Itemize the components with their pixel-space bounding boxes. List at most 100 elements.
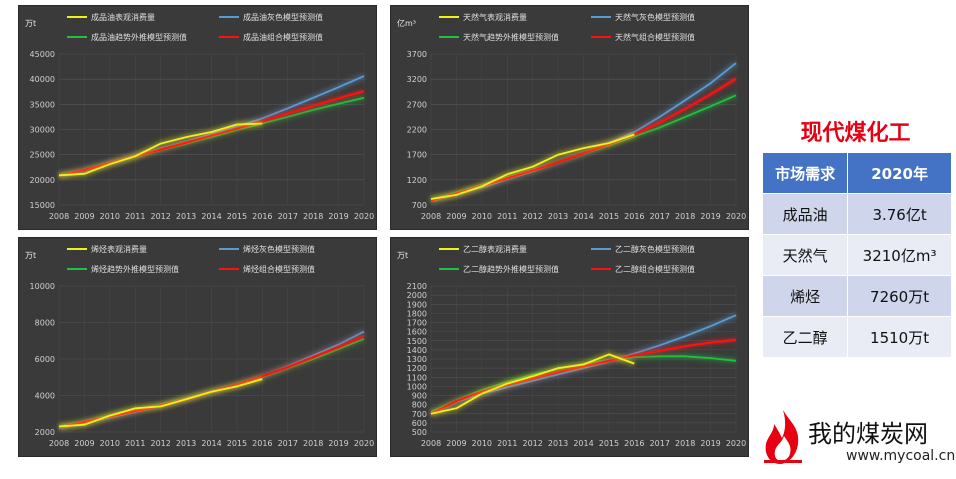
- legend-label: 乙二醇组合模型预测值: [615, 264, 695, 274]
- y-tick-label: 2000: [35, 428, 55, 437]
- unit-label: 万t: [397, 251, 408, 260]
- y-tick-label: 900: [412, 392, 427, 401]
- x-tick-label: 2015: [599, 439, 619, 448]
- y-tick-label: 1000: [407, 382, 427, 391]
- logo: 我的煤炭网 www.mycoal.cn: [760, 408, 955, 474]
- chart-ethylene-glycol: 万t 乙二醇表观消费量 乙二醇灰色模型预测值 乙二醇趋势外推模型预测值 乙二醇组合模型预…: [390, 237, 749, 457]
- x-tick-label: 2010: [472, 212, 492, 221]
- y-tick-label: 1800: [407, 309, 427, 318]
- y-tick-label: 2100: [407, 282, 427, 291]
- x-tick-label: 2011: [497, 439, 517, 448]
- x-tick-label: 2018: [675, 212, 695, 221]
- legend-label: 烯烃趋势外推模型预测值: [91, 264, 179, 274]
- y-tick-label: 1200: [407, 364, 427, 373]
- x-tick-label: 2015: [227, 212, 247, 221]
- legend-label: 烯烃组合模型预测值: [243, 264, 315, 274]
- y-tick-label: 8000: [35, 319, 55, 328]
- legend-label: 天然气组合模型预测值: [615, 32, 695, 42]
- x-tick-label: 2016: [624, 212, 644, 221]
- y-tick-label: 45000: [30, 50, 55, 59]
- legend-label: 乙二醇灰色模型预测值: [615, 244, 695, 254]
- x-tick-label: 2010: [472, 439, 492, 448]
- legend-item: 天然气表观消费量: [439, 12, 527, 22]
- legend-label: 天然气趋势外推模型预测值: [463, 32, 559, 42]
- x-tick-label: 2008: [49, 212, 69, 221]
- x-tick-label: 2011: [125, 212, 145, 221]
- y-tick-label: 600: [412, 419, 427, 428]
- y-tick-label: 1200: [407, 176, 427, 185]
- x-tick-label: 2012: [522, 212, 542, 221]
- x-tick-label: 2018: [303, 439, 323, 448]
- y-tick-label: 2700: [407, 100, 427, 109]
- y-tick-label: 30000: [30, 126, 55, 135]
- legend-item: 成品油组合模型预测值: [219, 32, 323, 42]
- legend-label: 烯烃灰色模型预测值: [243, 244, 315, 254]
- y-tick-label: 15000: [30, 201, 55, 210]
- legend-label: 成品油趋势外推模型预测值: [91, 32, 187, 42]
- row-value: 1510万t: [847, 316, 952, 358]
- y-tick-label: 4000: [35, 392, 55, 401]
- flame-icon: [764, 410, 802, 464]
- x-tick-label: 2020: [726, 439, 746, 448]
- legend-item: 天然气组合模型预测值: [591, 32, 695, 42]
- x-tick-label: 2012: [522, 439, 542, 448]
- y-tick-label: 1300: [407, 355, 427, 364]
- row-label: 成品油: [761, 193, 849, 235]
- legend-item: 乙二醇趋势外推模型预测值: [439, 264, 559, 274]
- legend-item: 成品油趋势外推模型预测值: [67, 32, 187, 42]
- row-value: 3.76亿t: [847, 193, 952, 235]
- legend-item: 乙二醇灰色模型预测值: [591, 244, 695, 254]
- y-tick-label: 1900: [407, 300, 427, 309]
- x-tick-label: 2020: [726, 212, 746, 221]
- y-tick-label: 700: [412, 410, 427, 419]
- x-tick-label: 2011: [497, 212, 517, 221]
- x-tick-label: 2014: [201, 439, 221, 448]
- row-value: 7260万t: [847, 275, 952, 317]
- x-tick-label: 2010: [100, 212, 120, 221]
- table-row: 成品油 3.76亿t: [761, 193, 952, 235]
- legend-item: 烯烃灰色模型预测值: [219, 244, 315, 254]
- legend-label: 成品油灰色模型预测值: [243, 12, 323, 22]
- unit-label: 万t: [25, 251, 36, 260]
- x-tick-label: 2018: [675, 439, 695, 448]
- x-tick-label: 2017: [278, 212, 298, 221]
- x-tick-label: 2013: [548, 212, 568, 221]
- legend-label: 乙二醇趋势外推模型预测值: [463, 264, 559, 274]
- demand-table: 市场需求 2020年 成品油 3.76亿t 天然气 3210亿m³ 烯烃 726…: [761, 152, 952, 358]
- legend-item: 天然气趋势外推模型预测值: [439, 32, 559, 42]
- legend-label: 烯烃表观消费量: [91, 244, 147, 254]
- x-tick-label: 2019: [328, 212, 348, 221]
- x-tick-label: 2019: [328, 439, 348, 448]
- legend-item: 烯烃趋势外推模型预测值: [67, 264, 179, 274]
- series-line-actual: [58, 378, 263, 428]
- x-tick-label: 2009: [446, 439, 466, 448]
- y-tick-label: 6000: [35, 355, 55, 364]
- x-tick-label: 2008: [421, 212, 441, 221]
- x-tick-label: 2011: [125, 439, 145, 448]
- x-tick-label: 2016: [624, 439, 644, 448]
- y-tick-label: 20000: [30, 176, 55, 185]
- chart-natural-gas: 亿m³ 天然气表观消费量 天然气灰色模型预测值 天然气趋势外推模型预测值 天然气组合模型…: [390, 5, 749, 230]
- series-line-actual: [430, 353, 635, 415]
- x-tick-label: 2020: [354, 212, 374, 221]
- x-tick-label: 2017: [278, 439, 298, 448]
- legend-label: 成品油组合模型预测值: [243, 32, 323, 42]
- x-tick-label: 2019: [700, 439, 720, 448]
- x-tick-label: 2020: [354, 439, 374, 448]
- x-tick-label: 2008: [421, 439, 441, 448]
- header-market-demand: 市场需求: [761, 152, 849, 194]
- table-row: 烯烃 7260万t: [761, 275, 952, 317]
- x-tick-label: 2014: [573, 212, 593, 221]
- legend-item: 烯烃组合模型预测值: [219, 264, 315, 274]
- side-title: 现代煤化工: [800, 121, 911, 146]
- legend-item: 烯烃表观消费量: [67, 244, 147, 254]
- x-tick-label: 2015: [227, 439, 247, 448]
- y-tick-label: 2200: [407, 126, 427, 135]
- legend-item: 天然气灰色模型预测值: [591, 12, 695, 22]
- y-tick-label: 700: [412, 201, 427, 210]
- legend-label: 天然气灰色模型预测值: [615, 12, 695, 22]
- unit-label: 万t: [25, 19, 36, 28]
- x-tick-label: 2015: [599, 212, 619, 221]
- legend-label: 天然气表观消费量: [463, 12, 527, 22]
- y-tick-label: 2000: [407, 291, 427, 300]
